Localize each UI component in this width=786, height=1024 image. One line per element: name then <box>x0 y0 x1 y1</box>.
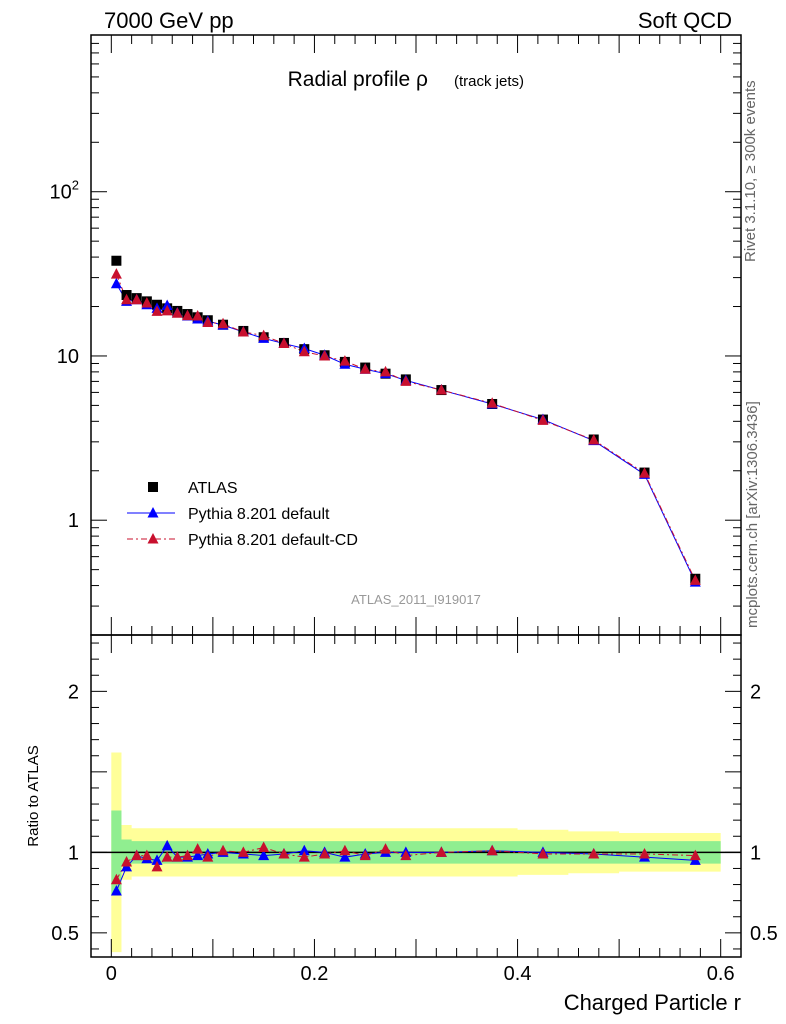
ratio-point-pythia-default-cd <box>202 851 214 862</box>
ratio-point-pythia-default-cd <box>689 849 701 861</box>
main-point-pythia-default-cd <box>121 293 133 305</box>
ratio-panel: 0.5 0.51 12 20 0.2 0.4 0.6 Charged Particle r … <box>25 634 778 1015</box>
ratio-point-pythia-default <box>151 854 163 865</box>
main-point-pythia-default-cd <box>486 397 498 408</box>
ratio-point-pythia-default <box>110 884 122 896</box>
x-tick-label: 0.2 <box>301 963 329 985</box>
ratio-point-pythia-default-cd <box>359 849 371 861</box>
legend: ATLAS Pythia 8.201 default Pythia 8.201 de… <box>127 480 358 549</box>
main-point-pythia-default-cd <box>298 345 310 357</box>
energy-label: 7000 GeV pp <box>104 8 234 33</box>
x-tick-label: 0.6 <box>707 963 735 985</box>
legend-entry: Pythia 8.201 default-CD <box>188 532 358 549</box>
ratio-frame <box>90 634 742 958</box>
ratio-point-pythia-default-cd <box>319 847 331 859</box>
ratio-point-pythia-default <box>192 849 204 861</box>
x-tick-label: 0 <box>106 963 117 985</box>
main-point-pythia-default-cd <box>217 317 229 329</box>
ratio-point-pythia-default <box>298 844 310 856</box>
ratio-point-pythia-default-cd <box>278 847 290 859</box>
main-point-pythia-default-cd <box>110 268 122 279</box>
main-point-pythia-default-cd <box>258 329 270 341</box>
main-point-pythia-default-cd <box>588 433 600 445</box>
analysis-watermark: ATLAS_2011_I919017 <box>351 592 481 607</box>
main-point-pythia-default-cd <box>131 293 143 305</box>
main-panel: 1 10 102 Radial profile ρ (track jets) ATL… <box>50 34 742 636</box>
main-point-pythia-default <box>161 299 173 310</box>
ratio-y-tick-label-right: 1 <box>750 842 761 864</box>
ratio-point-pythia-default-cd <box>258 841 270 853</box>
main-point-pythia-default-cd <box>161 304 173 316</box>
ratio-point-pythia-default-cd <box>131 849 143 861</box>
x-axis-label: Charged Particle r <box>564 990 741 1015</box>
ratio-point-pythia-default <box>161 839 173 851</box>
legend-marker-atlas <box>148 482 158 492</box>
legend-entry: ATLAS <box>188 480 238 497</box>
main-point-pythia-default-cd <box>339 355 351 366</box>
ratio-point-pythia-default-cd <box>171 851 183 862</box>
ratio-point-pythia-default-cd <box>151 860 163 872</box>
process-label: Soft QCD <box>637 8 732 33</box>
main-point-pythia-default-cd <box>202 316 214 327</box>
ratio-y-tick-label: 2 <box>68 681 79 703</box>
ratio-point-pythia-default-cd <box>121 856 133 867</box>
main-point-pythia-default-cd <box>400 375 412 386</box>
x-tick-label: 0.4 <box>504 963 532 985</box>
ratio-y-tick-label-right: 2 <box>750 681 761 703</box>
legend-marker <box>147 533 159 544</box>
ratio-point-pythia-default-cd <box>110 873 122 885</box>
ratio-point-pythia-default-cd <box>639 847 651 859</box>
ratio-point-pythia-default <box>339 851 351 862</box>
ratio-y-tick-label: 0.5 <box>51 923 79 945</box>
main-point-pythia-default-cd <box>380 365 392 377</box>
main-point-pythia-default-cd <box>192 310 204 321</box>
ratio-point-pythia-default-cd <box>400 849 412 861</box>
main-point-pythia-default-cd <box>237 325 249 337</box>
ratio-point-pythia-default-cd <box>537 847 549 859</box>
ratio-y-tick-label-right: 0.5 <box>750 923 778 945</box>
ratio-point-pythia-default <box>258 849 270 861</box>
main-line-pythia-default-cd <box>115 273 696 581</box>
main-point-pythia-default <box>110 277 122 289</box>
ratio-point-pythia-default-cd <box>380 843 392 854</box>
main-point-pythia-default-cd <box>181 309 193 321</box>
ratio-point-pythia-default-cd <box>339 844 351 856</box>
ratio-point-pythia-default-cd <box>141 849 153 861</box>
main-title: Radial profile ρ <box>288 68 428 91</box>
ratio-point-pythia-default-cd <box>237 846 249 857</box>
ratio-point-pythia-default-cd <box>298 851 310 862</box>
main-point-atlas <box>111 255 122 266</box>
main-y-tick-label: 10 <box>57 346 79 368</box>
ratio-point-pythia-default-cd <box>217 844 229 856</box>
ratio-point-pythia-default-cd <box>486 844 498 856</box>
ratio-y-tick-label: 1 <box>68 842 79 864</box>
main-point-pythia-default-cd <box>141 297 153 308</box>
ratio-point-pythia-default-cd <box>192 843 204 854</box>
main-y-tick-label: 102 <box>50 178 79 204</box>
main-point-pythia-default-cd <box>151 305 163 316</box>
main-title-suffix: (track jets) <box>454 73 524 90</box>
main-point-pythia-default-cd <box>359 363 371 374</box>
main-point-pythia-default-cd <box>319 349 331 361</box>
main-point-pythia-default-cd <box>435 384 447 395</box>
main-point-pythia-default-cd <box>171 307 183 318</box>
ratio-point-pythia-default-cd <box>588 847 600 859</box>
main-y-tick-label: 1 <box>68 510 79 532</box>
y-axis-label: Ratio to ATLAS <box>25 745 42 846</box>
main-point-pythia-default-cd <box>537 414 549 425</box>
legend-entry: Pythia 8.201 default <box>188 506 330 523</box>
main-point-pythia-default-cd <box>639 467 651 478</box>
ratio-point-pythia-default-cd <box>181 849 193 861</box>
main-point-pythia-default-cd <box>278 337 290 349</box>
ratio-point-pythia-default-cd <box>435 846 447 857</box>
legend-marker <box>147 507 159 518</box>
ratio-point-pythia-default-cd <box>161 851 173 862</box>
main-point-pythia-default-cd <box>689 574 701 585</box>
